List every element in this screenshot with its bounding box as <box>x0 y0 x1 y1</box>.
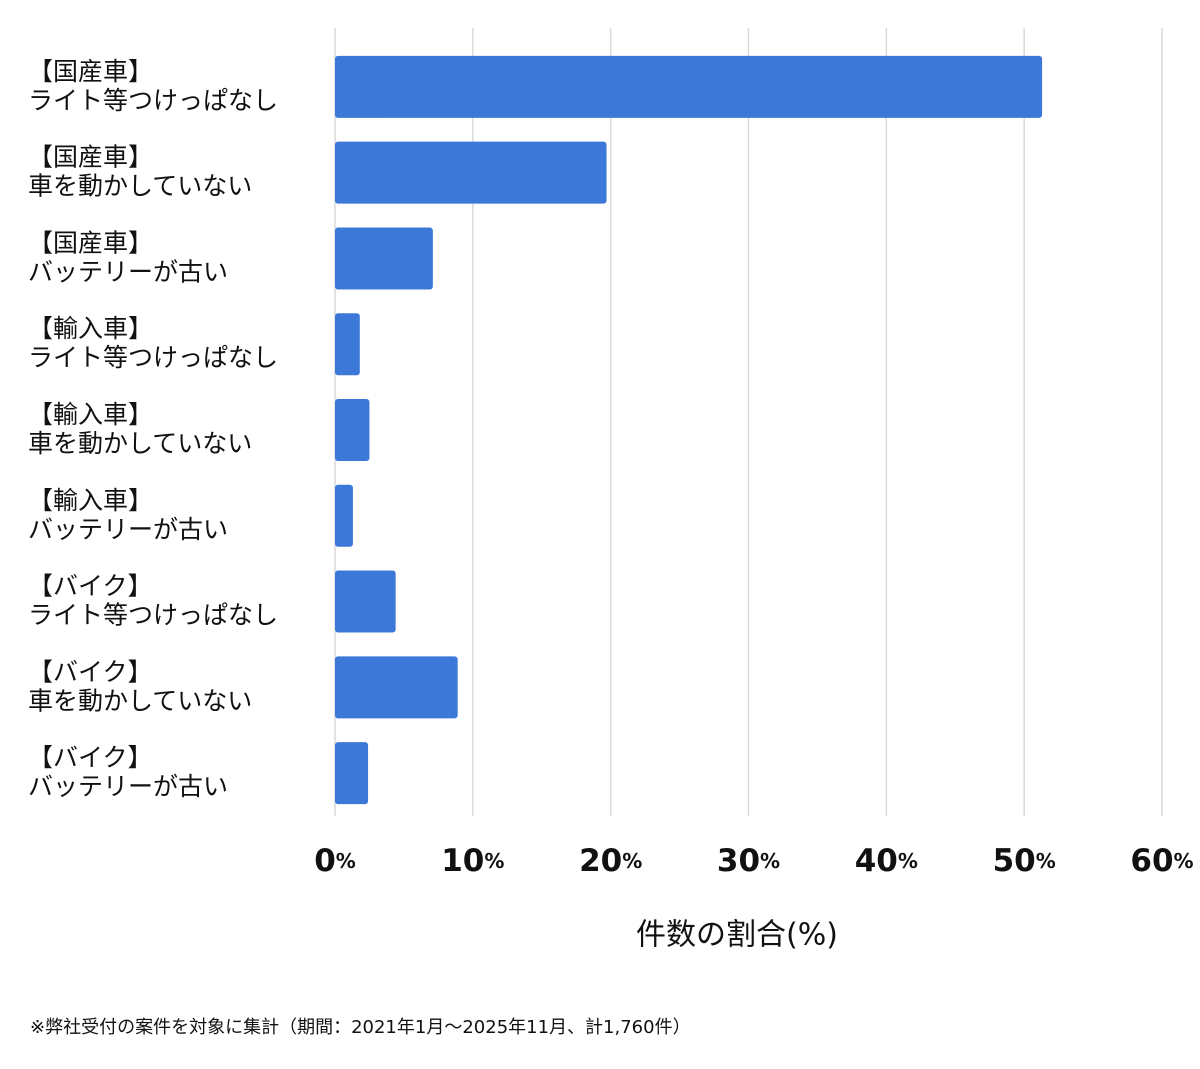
y-tick-label: ライト等つけっぱなし <box>28 86 278 115</box>
footnote: ※弊社受付の案件を対象に集計（期間：2021年1月〜2025年11月、計1,76… <box>30 1017 691 1038</box>
x-tick-label: 40% <box>855 843 918 879</box>
y-tick-label: 【国産車】 <box>28 57 153 86</box>
bar <box>335 570 396 633</box>
bar <box>335 313 360 376</box>
y-tick-label: バッテリーが古い <box>28 515 228 544</box>
y-tick-label: バッテリーが古い <box>28 257 228 286</box>
x-tick-label: 20% <box>579 843 642 879</box>
x-tick-label: 10% <box>441 843 504 879</box>
x-tick-label: 60% <box>1130 843 1193 879</box>
y-tick-label: ライト等つけっぱなし <box>28 601 278 630</box>
y-tick-label: 車を動かしていない <box>28 172 252 201</box>
x-tick-label: 30% <box>717 843 780 879</box>
x-tick-label: 50% <box>993 843 1056 879</box>
bar <box>335 55 1043 118</box>
y-tick-label: 【国産車】 <box>28 228 153 257</box>
bar <box>335 227 433 290</box>
y-tick-label: バッテリーが古い <box>28 772 228 801</box>
bar <box>335 399 370 461</box>
x-tick-label: 0% <box>314 843 356 879</box>
y-tick-label: 【輸入車】 <box>28 314 153 343</box>
y-tick-label: 【輸入車】 <box>28 400 153 429</box>
y-tick-label: 【バイク】 <box>28 743 153 772</box>
y-tick-label: 【輸入車】 <box>28 486 153 515</box>
y-tick-label: ライト等つけっぱなし <box>28 343 278 372</box>
y-tick-label: 車を動かしていない <box>28 429 252 458</box>
x-axis-label: 件数の割合(%) <box>636 918 838 953</box>
y-tick-label: 車を動かしていない <box>28 686 252 715</box>
y-tick-label: 【バイク】 <box>28 572 153 601</box>
bar <box>335 656 458 719</box>
y-tick-label: 【バイク】 <box>28 657 153 686</box>
bar <box>335 484 353 547</box>
bar <box>335 742 369 805</box>
y-tick-label: 【国産車】 <box>28 143 153 172</box>
bar <box>335 141 607 204</box>
